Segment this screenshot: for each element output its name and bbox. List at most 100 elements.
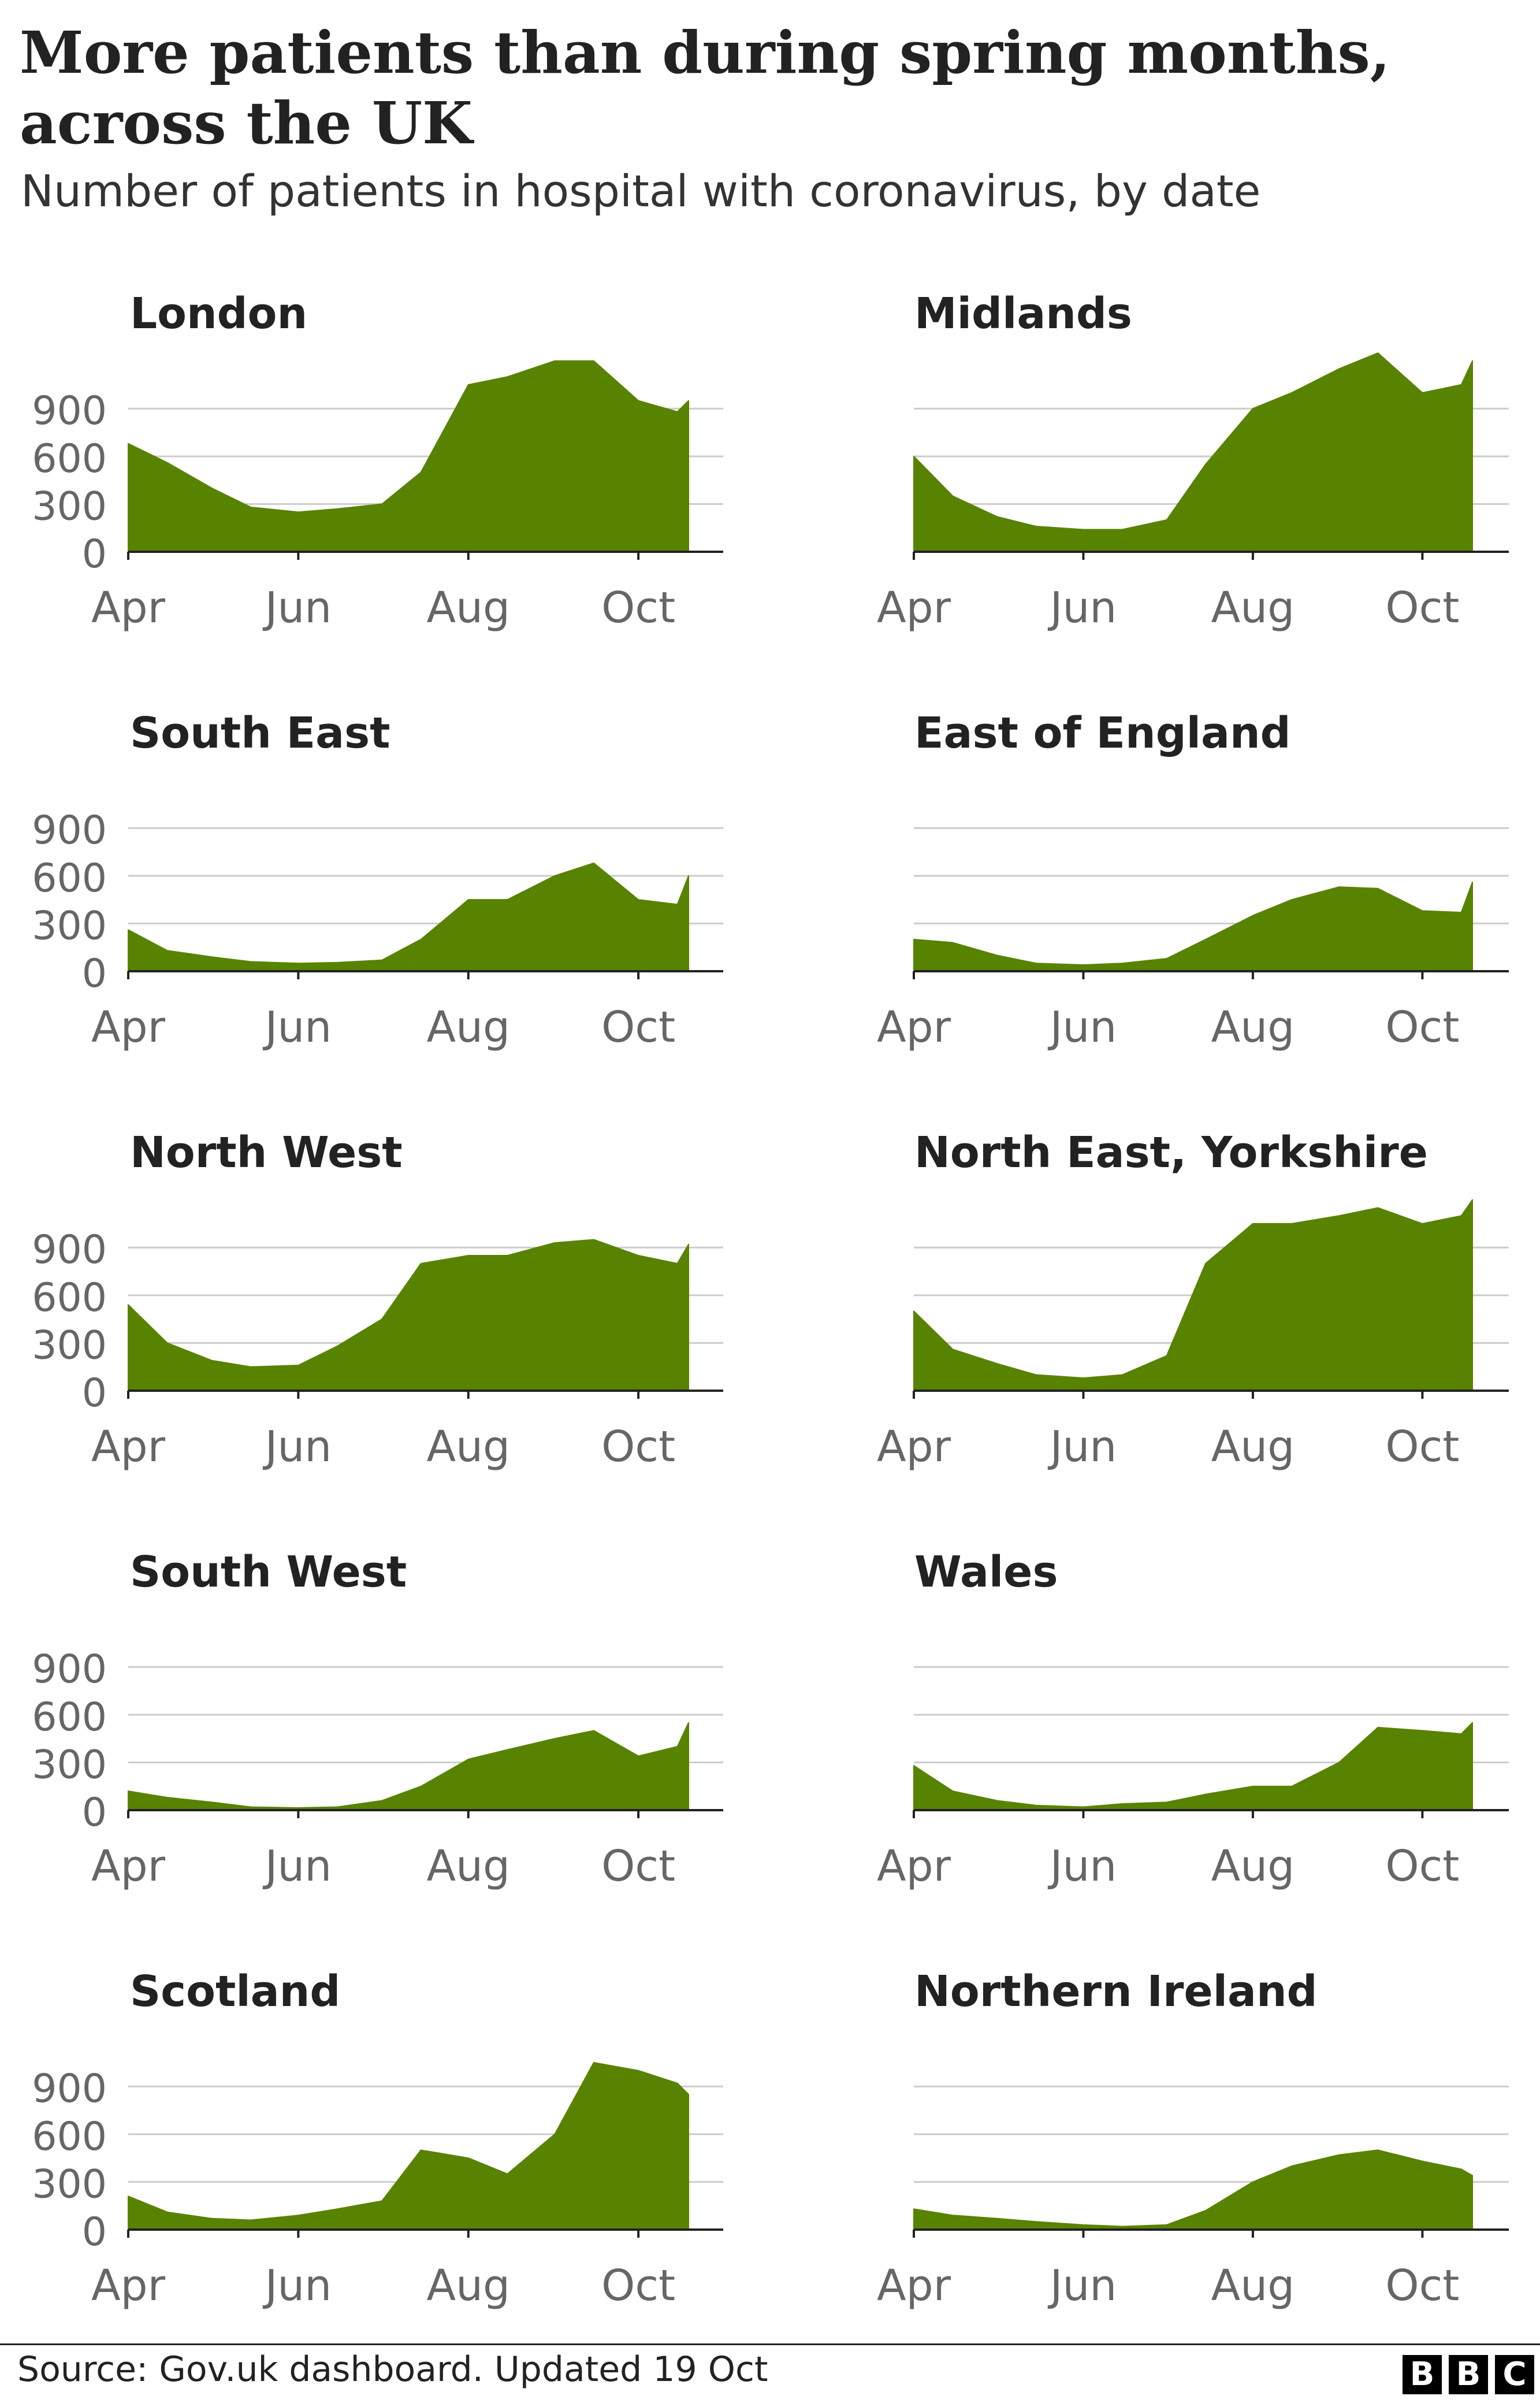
series-area — [913, 2149, 1473, 2230]
data-point — [211, 1801, 213, 1803]
footer-rule — [0, 2343, 1540, 2345]
data-point — [1377, 2149, 1379, 2151]
data-point — [996, 2217, 998, 2220]
data-point — [593, 360, 595, 362]
panel-title: London — [130, 289, 307, 339]
data-point — [593, 1238, 595, 1240]
data-point — [996, 1799, 998, 1801]
data-point — [593, 1729, 595, 1732]
data-point — [1471, 1199, 1474, 1201]
series-area — [128, 2061, 689, 2230]
data-point — [676, 411, 679, 413]
data-point — [553, 2133, 556, 2135]
data-point — [336, 961, 338, 964]
data-point — [1035, 2220, 1037, 2223]
x-tick-label: Oct — [1385, 2261, 1459, 2311]
data-point — [1460, 384, 1463, 386]
data-point — [1421, 392, 1423, 394]
data-point — [913, 938, 915, 941]
panel-title: Northern Ireland — [914, 1967, 1318, 2016]
data-point — [593, 2061, 595, 2064]
y-tick-label: 300 — [32, 903, 107, 949]
data-point — [506, 1254, 508, 1257]
data-point — [127, 928, 129, 931]
data-point — [127, 443, 129, 445]
data-point — [1421, 909, 1423, 912]
data-point — [420, 938, 422, 941]
data-point — [1121, 528, 1124, 530]
data-point — [211, 1359, 213, 1362]
data-point — [336, 2208, 338, 2210]
data-point — [1035, 962, 1037, 964]
series-area — [913, 1199, 1473, 1391]
data-point — [211, 2217, 213, 2220]
data-point — [1252, 1785, 1254, 1788]
y-tick-label: 900 — [32, 1647, 107, 1692]
data-point — [297, 511, 299, 513]
data-point — [1377, 1726, 1379, 1729]
data-point — [593, 862, 595, 864]
data-point — [166, 1342, 169, 1344]
data-point — [166, 2211, 169, 2213]
data-point — [1035, 1804, 1037, 1807]
x-tick-label: Jun — [1048, 1002, 1117, 1052]
data-point — [467, 1758, 470, 1760]
series-area — [128, 1239, 689, 1391]
data-point — [1421, 2160, 1423, 2163]
data-point — [1121, 962, 1124, 964]
data-point — [506, 1748, 508, 1751]
data-point — [1166, 1354, 1168, 1357]
panel-title: South West — [130, 1547, 407, 1597]
data-point — [1166, 2224, 1168, 2226]
bbc-logo-letter: B — [1449, 2355, 1488, 2394]
data-point — [553, 1242, 556, 1244]
data-point — [687, 2093, 690, 2096]
data-point — [1166, 1801, 1168, 1803]
data-point — [1460, 2168, 1463, 2170]
data-point — [996, 515, 998, 518]
data-point — [676, 2082, 679, 2085]
x-tick-label: Aug — [427, 583, 511, 633]
y-tick-label: 300 — [32, 1323, 107, 1368]
data-point — [420, 471, 422, 473]
data-point — [467, 384, 470, 386]
x-tick-label: Jun — [263, 1002, 332, 1052]
data-point — [381, 959, 383, 961]
data-point — [553, 1737, 556, 1740]
data-point — [1338, 2154, 1340, 2156]
data-point — [336, 1806, 338, 1808]
data-point — [1082, 528, 1084, 530]
y-tick-label: 900 — [32, 388, 107, 434]
data-point — [1166, 519, 1168, 521]
x-tick-label: Apr — [877, 1841, 951, 1891]
data-point — [1082, 1806, 1084, 1808]
x-tick-label: Oct — [1385, 1002, 1459, 1052]
data-point — [913, 2208, 915, 2210]
data-point — [166, 949, 169, 952]
data-point — [1471, 881, 1474, 883]
data-point — [1460, 1214, 1463, 1217]
data-point — [637, 399, 639, 402]
x-tick-label: Oct — [601, 2261, 675, 2311]
series-area — [913, 1722, 1473, 1811]
data-point — [676, 1745, 679, 1748]
data-point — [1471, 360, 1474, 362]
data-point — [1252, 2181, 1254, 2183]
data-point — [996, 1362, 998, 1365]
data-point — [250, 506, 252, 508]
bbc-logo-letter: B — [1403, 2355, 1442, 2394]
data-point — [687, 1243, 690, 1246]
y-tick-label: 600 — [32, 1275, 107, 1321]
data-point — [951, 1790, 954, 1792]
bbc-logo: B B C — [1403, 2355, 1534, 2394]
data-point — [381, 1318, 383, 1320]
data-point — [637, 1254, 639, 1257]
panel-title: Scotland — [130, 1967, 340, 2016]
chart-title: More patients than during spring months,… — [20, 18, 1390, 157]
data-point — [913, 455, 915, 458]
data-point — [467, 2157, 470, 2159]
data-point — [506, 376, 508, 378]
x-tick-label: Aug — [1211, 1422, 1295, 1472]
data-point — [1082, 1377, 1084, 1379]
